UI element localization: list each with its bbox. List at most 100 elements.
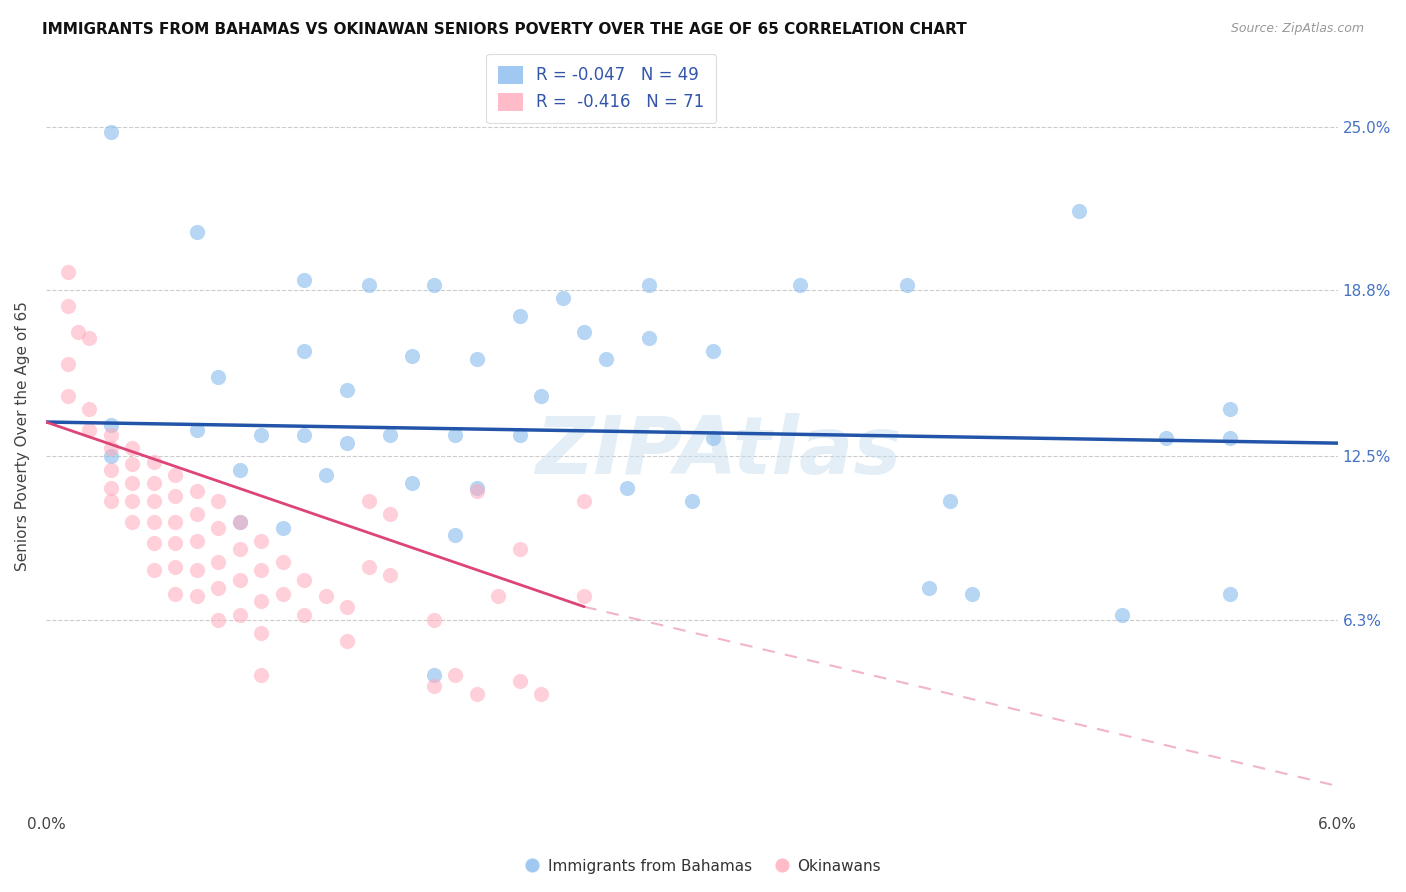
- Point: [292, 428, 315, 442]
- Point: [422, 679, 444, 693]
- Point: [100, 481, 122, 495]
- Point: [121, 475, 143, 490]
- Point: [789, 277, 811, 292]
- Point: [637, 277, 659, 292]
- Point: [165, 536, 187, 550]
- Point: [896, 277, 918, 292]
- Point: [186, 563, 208, 577]
- Point: [100, 125, 122, 139]
- Point: [1219, 401, 1241, 416]
- Point: [336, 599, 359, 614]
- Point: [637, 330, 659, 344]
- Point: [250, 668, 273, 682]
- Legend: Immigrants from Bahamas, Okinawans: Immigrants from Bahamas, Okinawans: [519, 853, 887, 880]
- Point: [465, 687, 488, 701]
- Point: [960, 586, 983, 600]
- Point: [1069, 203, 1091, 218]
- Point: [229, 462, 252, 476]
- Point: [292, 574, 315, 588]
- Point: [918, 581, 941, 595]
- Point: [250, 533, 273, 548]
- Point: [165, 516, 187, 530]
- Point: [100, 417, 122, 432]
- Y-axis label: Seniors Poverty Over the Age of 65: Seniors Poverty Over the Age of 65: [15, 301, 30, 572]
- Point: [56, 299, 79, 313]
- Point: [530, 389, 553, 403]
- Point: [444, 428, 467, 442]
- Point: [77, 423, 100, 437]
- Point: [186, 483, 208, 498]
- Point: [292, 343, 315, 358]
- Point: [165, 560, 187, 574]
- Point: [56, 265, 79, 279]
- Point: [380, 428, 402, 442]
- Point: [551, 291, 574, 305]
- Point: [165, 489, 187, 503]
- Point: [530, 687, 553, 701]
- Point: [271, 586, 294, 600]
- Point: [465, 481, 488, 495]
- Point: [336, 634, 359, 648]
- Point: [444, 668, 467, 682]
- Point: [509, 310, 531, 324]
- Point: [250, 594, 273, 608]
- Point: [229, 574, 252, 588]
- Point: [142, 536, 165, 550]
- Point: [380, 508, 402, 522]
- Point: [121, 442, 143, 456]
- Point: [77, 330, 100, 344]
- Point: [315, 467, 337, 482]
- Point: [142, 563, 165, 577]
- Point: [509, 541, 531, 556]
- Point: [186, 533, 208, 548]
- Point: [401, 349, 423, 363]
- Point: [56, 389, 79, 403]
- Text: ZIPAtlas: ZIPAtlas: [534, 413, 901, 491]
- Point: [207, 494, 229, 508]
- Point: [142, 516, 165, 530]
- Point: [56, 357, 79, 371]
- Point: [595, 351, 617, 366]
- Point: [509, 673, 531, 688]
- Point: [77, 401, 100, 416]
- Point: [336, 436, 359, 450]
- Point: [271, 555, 294, 569]
- Point: [100, 442, 122, 456]
- Point: [100, 462, 122, 476]
- Point: [186, 423, 208, 437]
- Point: [207, 581, 229, 595]
- Point: [207, 613, 229, 627]
- Point: [229, 607, 252, 622]
- Point: [702, 431, 724, 445]
- Point: [207, 555, 229, 569]
- Point: [681, 494, 703, 508]
- Point: [574, 326, 596, 340]
- Point: [292, 272, 315, 286]
- Point: [422, 613, 444, 627]
- Point: [165, 586, 187, 600]
- Point: [142, 454, 165, 468]
- Point: [292, 607, 315, 622]
- Point: [207, 520, 229, 534]
- Point: [1219, 586, 1241, 600]
- Point: [250, 563, 273, 577]
- Point: [509, 428, 531, 442]
- Point: [100, 428, 122, 442]
- Point: [186, 508, 208, 522]
- Text: IMMIGRANTS FROM BAHAMAS VS OKINAWAN SENIORS POVERTY OVER THE AGE OF 65 CORRELATI: IMMIGRANTS FROM BAHAMAS VS OKINAWAN SENI…: [42, 22, 967, 37]
- Point: [121, 494, 143, 508]
- Point: [142, 494, 165, 508]
- Point: [574, 494, 596, 508]
- Point: [486, 589, 509, 603]
- Point: [229, 516, 252, 530]
- Point: [1111, 607, 1133, 622]
- Point: [465, 351, 488, 366]
- Point: [142, 475, 165, 490]
- Point: [422, 668, 444, 682]
- Point: [1219, 431, 1241, 445]
- Point: [186, 225, 208, 239]
- Point: [357, 494, 380, 508]
- Point: [702, 343, 724, 358]
- Point: [315, 589, 337, 603]
- Point: [250, 626, 273, 640]
